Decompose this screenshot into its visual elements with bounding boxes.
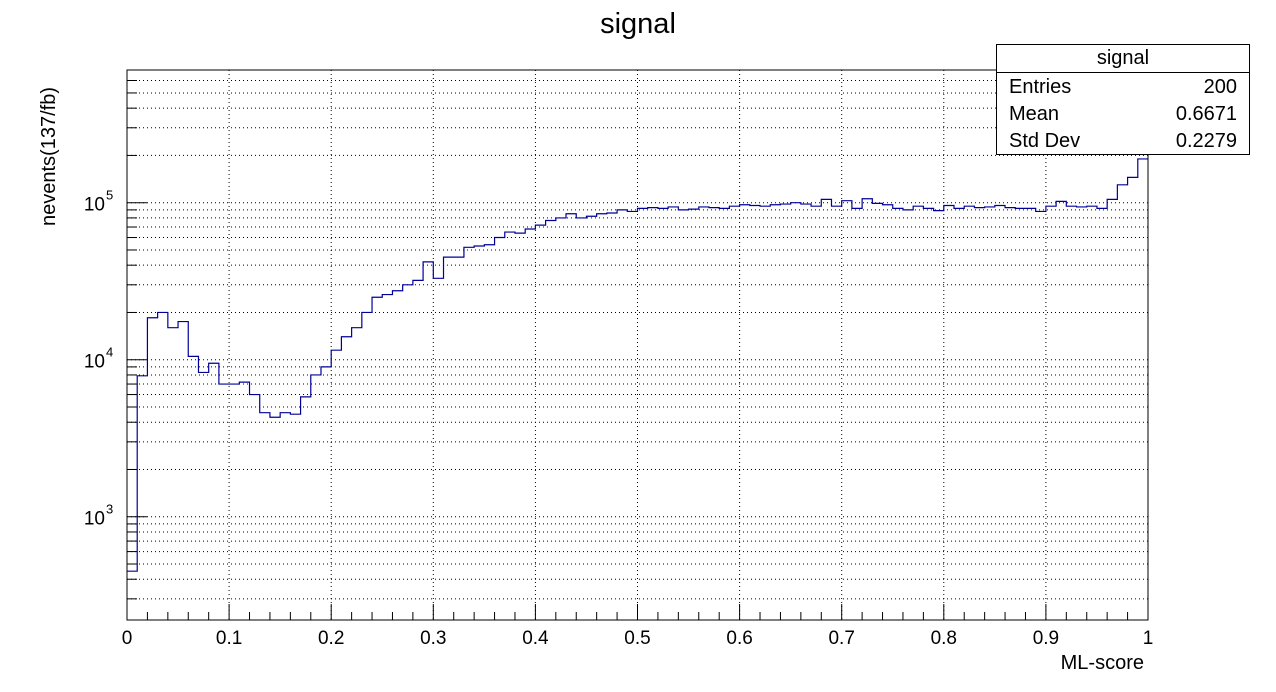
y-tick-label: 10 3 — [84, 502, 113, 530]
x-tick-labels: 0 0.1 0.2 0.3 0.4 0.5 0.6 0.7 0.8 0.9 1 — [122, 628, 1154, 649]
chart-title: signal — [600, 8, 676, 40]
y-tick-base: 10 — [84, 509, 105, 530]
x-tick-label: 1 — [1143, 628, 1154, 649]
x-axis-label: ML-score — [1061, 652, 1144, 674]
plot-frame — [126, 69, 1149, 621]
stats-value: 0.6671 — [1175, 103, 1237, 125]
x-tick-label: 0.7 — [828, 628, 854, 649]
x-tick-label: 0.3 — [420, 628, 446, 649]
stats-value: 0.2279 — [1175, 130, 1237, 152]
x-tick-label: 0.2 — [318, 628, 344, 649]
y-tick-exponent: 5 — [106, 188, 113, 203]
stats-label: Std Dev — [1009, 130, 1081, 152]
x-tick-label: 0.5 — [624, 628, 650, 649]
y-axis-label: nevents(137/fb) — [38, 87, 60, 226]
axis-ticks — [126, 69, 1149, 620]
y-tick-exponent: 4 — [106, 345, 113, 360]
stats-label: Entries — [1009, 76, 1072, 98]
histogram-line — [127, 158, 1148, 572]
y-tick-base: 10 — [84, 195, 105, 216]
y-tick-label: 10 5 — [84, 188, 113, 216]
stats-row-mean: Mean 0.6671 — [997, 100, 1249, 127]
y-tick-base: 10 — [84, 352, 105, 373]
stats-label: Mean — [1009, 103, 1060, 125]
x-tick-label: 0.9 — [1033, 628, 1059, 649]
x-tick-label: 0.1 — [216, 628, 242, 649]
x-tick-label: 0.8 — [931, 628, 957, 649]
stats-value: 200 — [1203, 76, 1237, 98]
stats-row-stddev: Std Dev 0.2279 — [997, 127, 1249, 154]
x-tick-label: 0 — [122, 628, 133, 649]
stats-box-title: signal — [997, 45, 1249, 73]
y-tick-label: 10 4 — [84, 345, 113, 373]
x-tick-label: 0.4 — [522, 628, 549, 649]
y-tick-exponent: 3 — [106, 502, 113, 517]
grid — [127, 69, 1148, 620]
stats-row-entries: Entries 200 — [997, 73, 1249, 100]
stats-box: signal Entries 200 Mean 0.6671 Std Dev 0… — [996, 44, 1250, 155]
x-tick-label: 0.6 — [726, 628, 752, 649]
